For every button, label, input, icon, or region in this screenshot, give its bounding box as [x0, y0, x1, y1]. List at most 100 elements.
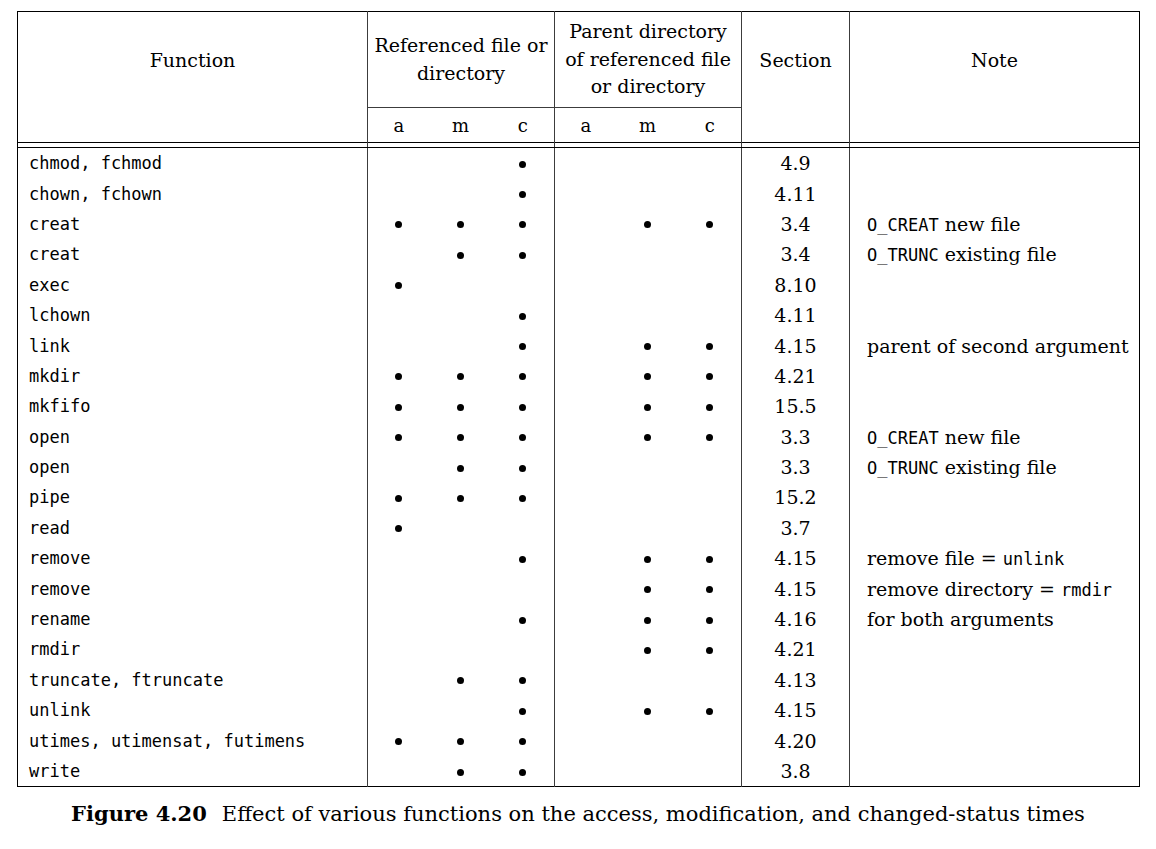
column-header-parent: Parent directory of referenced file or d…: [555, 12, 742, 108]
time-dot: [706, 373, 713, 380]
time-dot-cell: [492, 665, 555, 695]
section-cell: 4.9: [742, 148, 850, 179]
subheader-parent-a: a: [555, 108, 617, 143]
time-dot-cell: [679, 665, 742, 695]
function-cell: remove: [18, 543, 368, 573]
time-dot-cell: [555, 209, 617, 239]
time-dot-cell: [679, 573, 742, 603]
time-dot-cell: [430, 573, 492, 603]
time-dot-cell: [555, 452, 617, 482]
time-dot-cell: [492, 209, 555, 239]
note-cell: parent of second argument: [850, 330, 1140, 360]
note-cell: [850, 178, 1140, 208]
time-dot: [644, 404, 651, 411]
time-dot-cell: [368, 543, 430, 573]
time-dot-cell: [679, 543, 742, 573]
time-dot: [706, 343, 713, 350]
note-code-text: O_TRUNC: [867, 458, 939, 478]
table-row: lchown4.11: [18, 300, 1140, 330]
time-dot: [519, 404, 526, 411]
time-dot-cell: [492, 695, 555, 725]
time-dot-cell: [492, 391, 555, 421]
time-dot: [706, 556, 713, 563]
time-dot-cell: [492, 634, 555, 664]
figure-caption-label: Figure 4.20: [71, 801, 207, 826]
table-row: creat3.4O_TRUNC existing file: [18, 239, 1140, 269]
time-dot-cell: [617, 330, 679, 360]
time-dot: [644, 708, 651, 715]
time-dot-cell: [679, 391, 742, 421]
time-dot: [457, 769, 464, 776]
table-row: mkfifo15.5: [18, 391, 1140, 421]
time-dot-cell: [679, 725, 742, 755]
time-dot-cell: [492, 148, 555, 179]
section-cell: 4.15: [742, 573, 850, 603]
time-dot-cell: [492, 330, 555, 360]
note-cell: [850, 634, 1140, 664]
note-cell: [850, 513, 1140, 543]
time-dot: [519, 221, 526, 228]
time-dot-cell: [555, 270, 617, 300]
time-dot-cell: [617, 452, 679, 482]
time-dot-cell: [368, 695, 430, 725]
time-dot-cell: [679, 148, 742, 179]
time-dot: [457, 677, 464, 684]
time-dot-cell: [679, 452, 742, 482]
time-dot: [519, 677, 526, 684]
time-dot-cell: [430, 695, 492, 725]
note-text: existing file: [939, 243, 1057, 265]
time-dot-cell: [368, 422, 430, 452]
function-cell: pipe: [18, 482, 368, 512]
table-row: remove4.15remove file = unlink: [18, 543, 1140, 573]
time-dot-cell: [430, 513, 492, 543]
time-dot-cell: [617, 725, 679, 755]
function-cell: remove: [18, 573, 368, 603]
section-cell: 3.7: [742, 513, 850, 543]
time-dot: [644, 373, 651, 380]
time-dot-cell: [555, 725, 617, 755]
time-dot-cell: [679, 756, 742, 787]
function-cell: creat: [18, 239, 368, 269]
time-dot-cell: [555, 422, 617, 452]
time-dot: [457, 221, 464, 228]
time-dot-cell: [368, 178, 430, 208]
table-header: Function Referenced file or directory Pa…: [18, 12, 1140, 148]
table-row: rmdir4.21: [18, 634, 1140, 664]
time-dot: [644, 647, 651, 654]
time-dot-cell: [617, 361, 679, 391]
time-dot: [706, 617, 713, 624]
time-dot-cell: [368, 513, 430, 543]
time-dot-cell: [492, 300, 555, 330]
section-cell: 4.15: [742, 543, 850, 573]
function-cell: chown, fchown: [18, 178, 368, 208]
time-dot-cell: [430, 330, 492, 360]
function-cell: chmod, fchmod: [18, 148, 368, 179]
time-dot-cell: [492, 482, 555, 512]
time-dot-cell: [555, 513, 617, 543]
time-dot-cell: [617, 634, 679, 664]
time-dot-cell: [368, 452, 430, 482]
function-cell: rmdir: [18, 634, 368, 664]
time-dot-cell: [368, 604, 430, 634]
table-row: pipe15.2: [18, 482, 1140, 512]
time-dot-cell: [679, 604, 742, 634]
time-dot: [519, 617, 526, 624]
time-dot: [644, 343, 651, 350]
table-row: creat3.4O_CREAT new file: [18, 209, 1140, 239]
time-dot-cell: [368, 361, 430, 391]
time-dot: [457, 373, 464, 380]
figure-caption: Figure 4.20Effect of various functions o…: [0, 801, 1156, 826]
subheader-parent-c: c: [679, 108, 742, 143]
note-cell: O_CREAT new file: [850, 422, 1140, 452]
time-dot-cell: [679, 634, 742, 664]
time-dot-cell: [617, 543, 679, 573]
section-cell: 3.8: [742, 756, 850, 787]
time-dot-cell: [430, 452, 492, 482]
section-cell: 8.10: [742, 270, 850, 300]
table-row: utimes, utimensat, futimens4.20: [18, 725, 1140, 755]
time-dot-cell: [555, 330, 617, 360]
note-cell: for both arguments: [850, 604, 1140, 634]
time-dot-cell: [617, 148, 679, 179]
time-dot: [457, 465, 464, 472]
time-dot-cell: [368, 270, 430, 300]
